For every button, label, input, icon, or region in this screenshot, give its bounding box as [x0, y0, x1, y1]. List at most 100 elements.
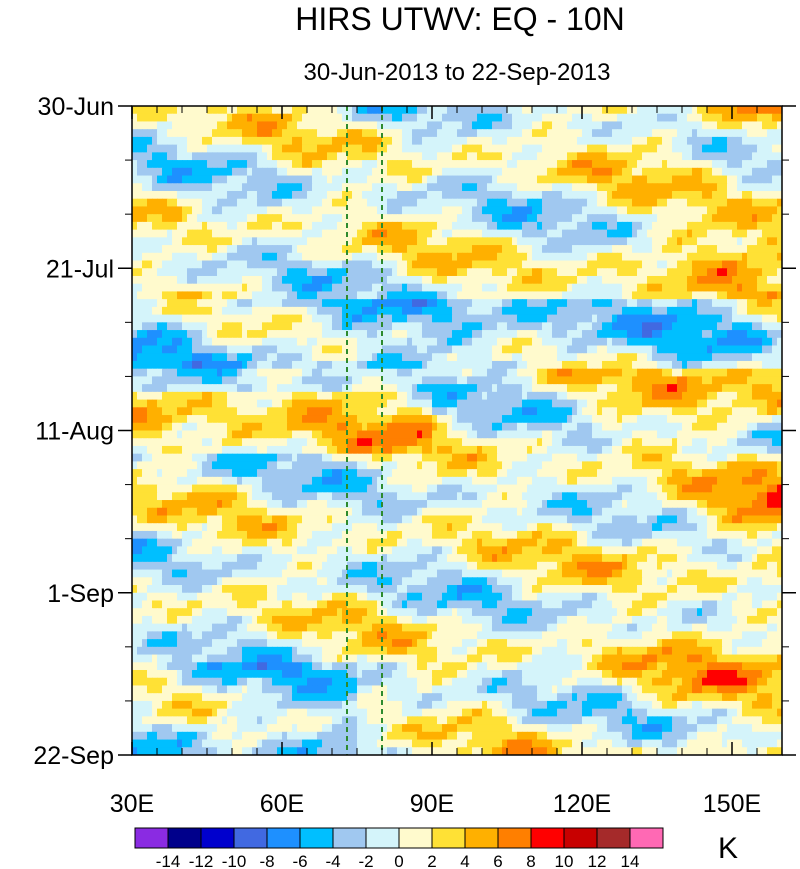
field-cell: [447, 221, 453, 231]
field-cell: [732, 113, 738, 123]
field-cell: [672, 283, 678, 293]
field-cell: [517, 268, 523, 277]
field-cell: [232, 306, 238, 316]
field-cell: [537, 330, 543, 339]
field-cell: [307, 399, 313, 408]
field-cell: [217, 353, 223, 362]
field-cell: [367, 121, 373, 130]
field-cell: [232, 129, 238, 138]
field-cell: [612, 360, 618, 370]
field-cell: [692, 275, 698, 285]
field-cell: [762, 268, 768, 277]
field-cell: [752, 198, 758, 208]
field-cell: [607, 353, 613, 362]
field-cell: [412, 245, 418, 254]
field-cell: [492, 299, 498, 308]
field-cell: [342, 260, 348, 269]
field-cell: [767, 237, 773, 246]
field-cell: [512, 106, 518, 115]
field-cell: [482, 190, 488, 200]
field-cell: [597, 322, 603, 331]
field-cell: [477, 283, 483, 293]
field-cell: [587, 175, 593, 184]
field-cell: [612, 391, 618, 401]
field-cell: [277, 306, 283, 316]
field-cell: [617, 252, 623, 262]
field-cell: [762, 198, 768, 208]
field-cell: [157, 252, 163, 262]
field-cell: [177, 152, 183, 161]
field-cell: [397, 136, 403, 146]
field-cell: [697, 275, 703, 285]
field-cell: [207, 245, 213, 254]
field-cell: [737, 121, 743, 130]
field-cell: [182, 330, 188, 339]
field-cell: [222, 322, 228, 331]
field-cell: [467, 106, 473, 115]
field-cell: [352, 260, 358, 269]
field-cell: [732, 229, 738, 238]
field-cell: [677, 353, 683, 362]
field-cell: [327, 190, 333, 200]
field-cell: [682, 299, 688, 308]
field-cell: [457, 229, 463, 238]
field-cell: [497, 144, 503, 153]
field-cell: [187, 306, 193, 316]
field-cell: [447, 330, 453, 339]
field-cell: [737, 368, 743, 378]
field-cell: [647, 314, 653, 323]
field-cell: [352, 113, 358, 123]
field-cell: [652, 360, 658, 370]
field-cell: [467, 306, 473, 316]
field-cell: [722, 175, 728, 184]
field-cell: [532, 160, 538, 169]
field-cell: [202, 136, 208, 146]
field-cell: [302, 190, 308, 200]
field-cell: [582, 330, 588, 339]
field-cell: [342, 376, 348, 385]
field-cell: [702, 368, 708, 378]
field-cell: [462, 183, 468, 192]
field-cell: [262, 291, 268, 300]
field-cell: [722, 291, 728, 300]
field-cell: [292, 353, 298, 362]
field-cell: [742, 136, 748, 146]
field-cell: [147, 337, 153, 347]
field-cell: [647, 283, 653, 293]
field-cell: [487, 183, 493, 192]
field-cell: [382, 106, 388, 115]
field-cell: [632, 360, 638, 370]
field-cell: [672, 268, 678, 277]
field-cell: [402, 129, 408, 138]
field-cell: [287, 206, 293, 215]
field-cell: [257, 129, 263, 138]
field-cell: [537, 175, 543, 184]
field-cell: [687, 237, 693, 246]
field-cell: [772, 229, 778, 238]
field-cell: [477, 345, 483, 354]
field-cell: [717, 214, 723, 223]
field-cell: [467, 252, 473, 262]
field-cell: [162, 160, 168, 169]
field-cell: [682, 190, 688, 200]
field-cell: [182, 206, 188, 215]
field-cell: [697, 221, 703, 231]
field-cell: [527, 353, 533, 362]
field-cell: [392, 260, 398, 269]
field-cell: [407, 245, 413, 254]
field-cell: [182, 152, 188, 161]
field-cell: [257, 368, 263, 378]
field-cell: [282, 214, 288, 223]
field-cell: [577, 330, 583, 339]
field-cell: [597, 368, 603, 378]
field-cell: [332, 283, 338, 293]
field-cell: [392, 129, 398, 138]
field-cell: [437, 245, 443, 254]
field-cell: [752, 214, 758, 223]
field-cell: [337, 291, 343, 300]
field-cell: [742, 198, 748, 208]
field-cell: [742, 337, 748, 347]
field-cell: [137, 237, 143, 246]
field-cell: [577, 299, 583, 308]
field-cell: [347, 306, 353, 316]
